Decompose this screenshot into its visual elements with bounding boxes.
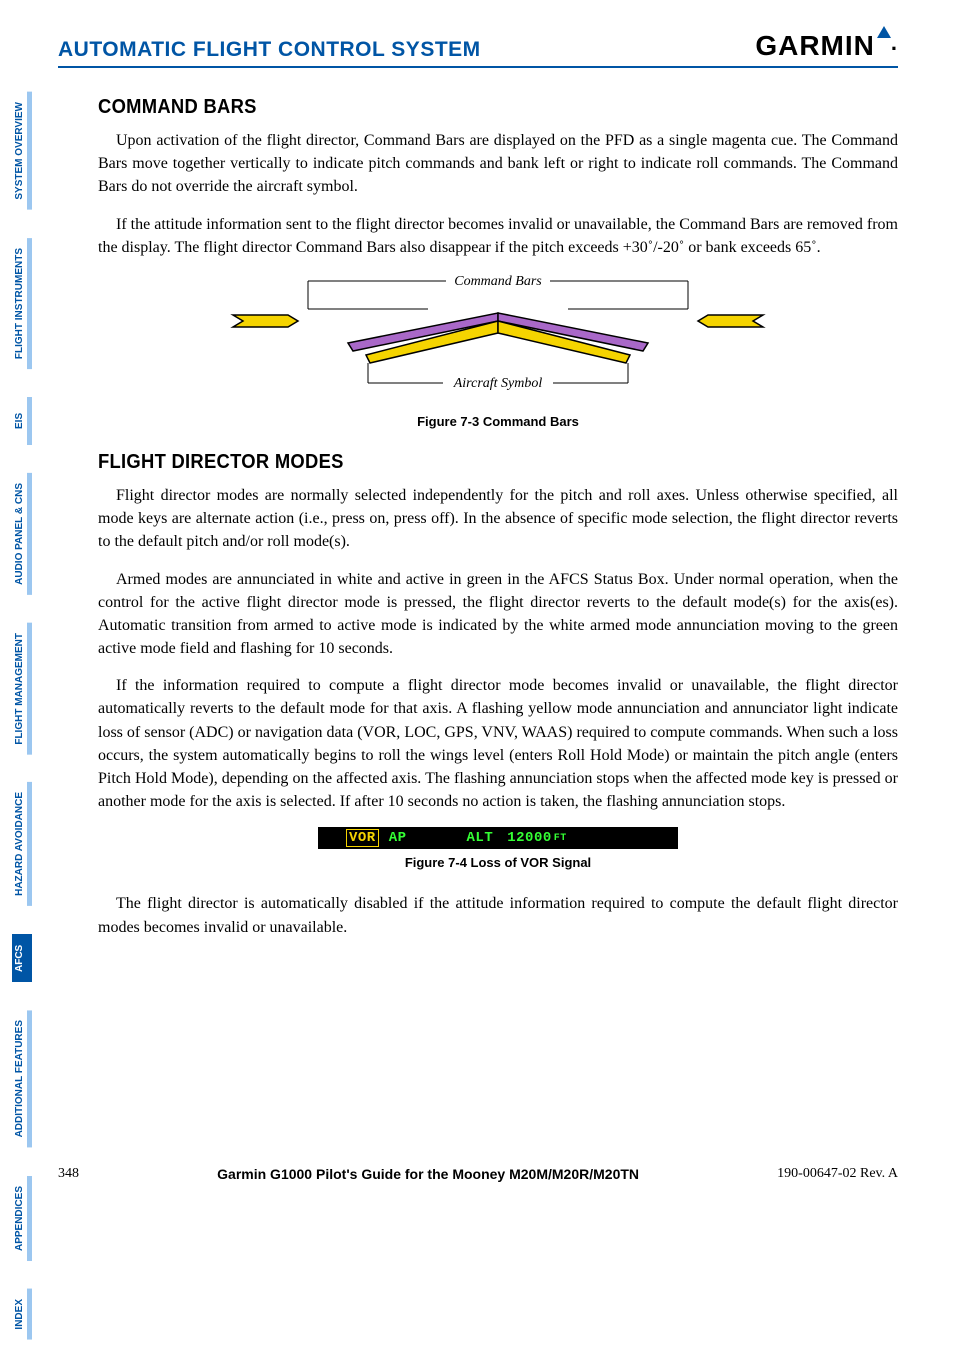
brand-text: GARMIN [755, 30, 875, 62]
figure-caption: Figure 7-3 Command Bars [218, 414, 778, 429]
nav-tab[interactable]: FLIGHT INSTRUMENTS [12, 238, 32, 369]
wing-left-icon [233, 315, 298, 327]
heading-flight-director-modes: FLIGHT DIRECTOR MODES [98, 451, 834, 474]
nav-tab[interactable]: SYSTEM OVERVIEW [12, 92, 32, 210]
paragraph: Flight director modes are normally selec… [98, 484, 898, 554]
book-title: Garmin G1000 Pilot's Guide for the Moone… [217, 1166, 639, 1182]
brand-period: . [891, 30, 898, 56]
status-vor: VOR [346, 829, 379, 847]
nav-tab[interactable]: AFCS [12, 934, 32, 982]
brand-logo: GARMIN. [755, 30, 898, 62]
label-aircraft-symbol: Aircraft Symbol [453, 376, 543, 391]
nav-tab[interactable]: INDEX [12, 1289, 32, 1340]
nav-tab[interactable]: EIS [12, 397, 32, 445]
label-command-bars: Command Bars [454, 274, 542, 289]
nav-tab[interactable]: APPENDICES [12, 1176, 32, 1261]
paragraph: Armed modes are annunciated in white and… [98, 568, 898, 661]
wing-right-icon [698, 315, 763, 327]
paragraph: If the information required to compute a… [98, 674, 898, 813]
page-number: 348 [58, 1166, 79, 1182]
nav-tab[interactable]: HAZARD AVOIDANCE [12, 782, 32, 906]
section-title: AUTOMATIC FLIGHT CONTROL SYSTEM [58, 38, 481, 62]
paragraph: The flight director is automatically dis… [98, 892, 898, 938]
nav-tab[interactable]: ADDITIONAL FEATURES [12, 1010, 32, 1147]
status-ap: AP [389, 830, 407, 846]
nav-tabs: SYSTEM OVERVIEW FLIGHT INSTRUMENTS EIS AUDI… [12, 92, 46, 1367]
page-footer: 348 Garmin G1000 Pilot's Guide for the M… [58, 1166, 898, 1182]
content-area: COMMAND BARS Upon activation of the flig… [58, 96, 898, 939]
heading-command-bars: COMMAND BARS [98, 96, 834, 119]
nav-tab[interactable]: FLIGHT MANAGEMENT [12, 623, 32, 755]
nav-tab[interactable]: AUDIO PANEL & CNS [12, 473, 32, 595]
figure-caption: Figure 7-4 Loss of VOR Signal [98, 855, 898, 870]
page: AUTOMATIC FLIGHT CONTROL SYSTEM GARMIN. … [58, 30, 898, 1200]
status-alt: ALT [467, 830, 494, 846]
afcs-status-box: VOR AP ALT 12000FT [318, 827, 678, 849]
brand-triangle-icon [877, 26, 891, 38]
revision: 190-00647-02 Rev. A [777, 1166, 898, 1182]
paragraph: If the attitude information sent to the … [98, 213, 898, 259]
figure-7-3: Command Bars [218, 273, 778, 429]
page-header: AUTOMATIC FLIGHT CONTROL SYSTEM GARMIN. [58, 30, 898, 68]
status-altitude-unit: FT [554, 833, 567, 844]
status-altitude-value: 12000 [507, 830, 552, 846]
command-bars-diagram: Command Bars [218, 273, 778, 403]
paragraph: Upon activation of the flight director, … [98, 129, 898, 199]
